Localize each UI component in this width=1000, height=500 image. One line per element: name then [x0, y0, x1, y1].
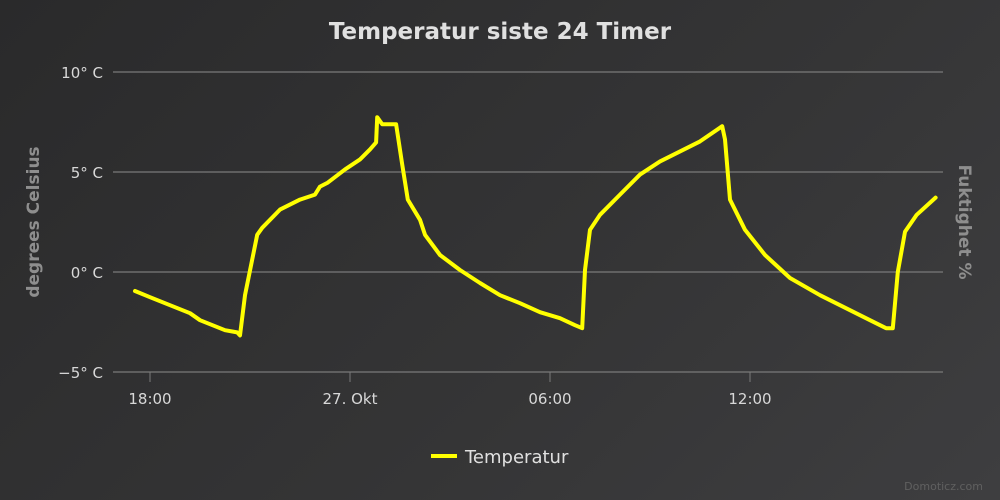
watermark[interactable]: Domoticz.com	[904, 480, 983, 493]
legend-label: Temperatur	[464, 447, 569, 468]
y-axis-title: degrees Celsius	[24, 146, 44, 297]
y-tick-label: 10° C	[61, 64, 103, 82]
y-tick-label: −5° C	[58, 364, 103, 382]
x-tick-label: 06:00	[528, 390, 571, 408]
x-tick-label: 12:00	[728, 390, 771, 408]
y-axis-right-title: Fuktighet %	[954, 164, 974, 279]
x-axis-ticks: 18:00 27. Okt 06:00 12:00	[128, 372, 772, 408]
x-tick-label: 27. Okt	[323, 390, 378, 408]
legend-item-temperatur[interactable]: Temperatur	[431, 447, 569, 468]
x-tick-label: 18:00	[128, 390, 171, 408]
y-tick-label: 5° C	[71, 164, 103, 182]
grid-lines	[113, 71, 943, 373]
y-axis-ticks: 10° C 5° C 0° C −5° C	[58, 64, 103, 382]
y-tick-label: 0° C	[71, 264, 103, 282]
chart-title: Temperatur siste 24 Timer	[329, 19, 672, 45]
series-line-temperatur	[133, 115, 938, 338]
